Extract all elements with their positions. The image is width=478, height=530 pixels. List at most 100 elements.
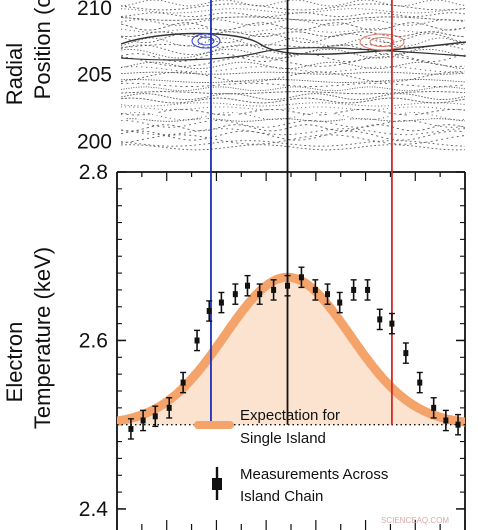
orbit-trace <box>121 33 466 44</box>
measurement-point <box>350 279 357 301</box>
orbit-trace <box>121 44 466 48</box>
top-ytick-label: 210 <box>77 0 112 20</box>
poincare-panel: Radial Position (c 210 205 200 <box>2 0 466 153</box>
point-marker <box>431 404 437 411</box>
point-marker <box>325 291 331 298</box>
measurement-point <box>244 274 251 297</box>
expectation-line <box>117 272 465 427</box>
temperature-panel: 2.8 2.6 2.4 Electron Temperature (keV) Exp… <box>2 0 466 530</box>
point-marker <box>218 299 224 306</box>
measurement-point <box>180 371 187 394</box>
blue-island-contours <box>191 33 221 49</box>
orbit-trace <box>121 0 466 7</box>
measurement-point <box>218 291 225 314</box>
point-marker <box>443 417 449 424</box>
watermark: SCIENCEAQ.COM <box>381 516 449 525</box>
orbit-trace <box>121 140 466 147</box>
orbit-gap <box>201 117 206 121</box>
legend-measurement-symbol <box>212 467 222 500</box>
red-island-contours <box>359 33 405 51</box>
orbit-gap <box>361 115 366 119</box>
top-yaxis-ticks: 210 205 200 <box>77 0 112 153</box>
point-marker <box>206 307 212 314</box>
point-marker <box>365 286 371 293</box>
orbit-trace <box>121 86 466 92</box>
measurement-point <box>442 409 449 432</box>
point-marker <box>180 379 186 386</box>
point-marker <box>298 274 304 281</box>
ytick-label: 2.6 <box>79 329 108 352</box>
measurement-point <box>336 291 343 314</box>
legend-expectation-line1: Expectation for <box>240 407 340 424</box>
ytick-label: 2.4 <box>79 498 109 521</box>
measurement-point <box>270 279 277 301</box>
orbit-trace <box>121 12 466 18</box>
orbit-trace <box>121 118 466 122</box>
top-ylabel-line1: Radial <box>2 43 27 105</box>
orbit-trace <box>121 66 466 73</box>
measurement-point <box>430 397 437 419</box>
point-marker <box>351 286 357 293</box>
legend-measurement-line1: Measurements Across <box>240 466 388 483</box>
orbit-trace <box>121 124 466 132</box>
orbit-gap <box>233 112 238 116</box>
orbit-gap <box>169 114 174 118</box>
measurement-point <box>402 342 409 364</box>
top-ytick-label: 205 <box>77 64 112 87</box>
orbit-gap <box>249 116 254 120</box>
measurement-point <box>206 300 213 322</box>
point-marker <box>389 320 395 327</box>
orbit-trace <box>121 144 466 151</box>
orbit-trace <box>121 128 466 136</box>
measurement-point <box>324 283 331 305</box>
orbit-gap <box>313 113 318 117</box>
point-marker <box>312 286 318 293</box>
orbit-gap <box>217 115 222 119</box>
orbit-trace <box>121 82 466 87</box>
measurement-point <box>127 418 134 440</box>
top-ytick-label: 200 <box>77 130 112 153</box>
point-marker <box>152 413 158 420</box>
point-marker <box>140 417 146 424</box>
measurement-point <box>152 405 159 428</box>
point-marker <box>128 425 134 432</box>
expectation-fill <box>117 277 465 425</box>
orbit-trace <box>121 97 466 104</box>
measurement-point <box>416 371 423 394</box>
measurement-points <box>127 266 462 440</box>
expectation-curve <box>117 272 465 427</box>
orbit-trace <box>121 56 466 67</box>
point-marker <box>417 379 423 386</box>
orbit-trace <box>121 19 466 26</box>
measurement-point <box>455 413 462 436</box>
orbit-trace <box>121 53 466 63</box>
point-marker <box>377 316 383 323</box>
island-marker-lines <box>210 0 393 425</box>
measurement-point <box>312 279 319 301</box>
orbit-gap <box>153 112 158 116</box>
orbit-trace <box>121 31 466 38</box>
measurement-point <box>376 308 383 331</box>
orbit-trace <box>121 22 466 31</box>
orbit-trace <box>121 130 466 141</box>
orbit-trace <box>121 93 466 101</box>
orbit-trace <box>121 108 466 116</box>
orbit-gap <box>281 113 286 117</box>
legend-measurement-line2: Island Chain <box>240 488 323 505</box>
orbit-gap <box>121 117 126 121</box>
minor-ticks <box>117 188 465 510</box>
orbit-gap <box>265 113 270 117</box>
orbit-gap <box>409 113 414 117</box>
measurement-point <box>298 266 305 289</box>
orbit-gap <box>329 112 334 116</box>
orbit-trace <box>121 102 466 107</box>
measurement-point <box>364 279 371 301</box>
orbit-trace <box>121 16 465 21</box>
orbit-gap <box>425 115 430 119</box>
point-marker <box>403 350 409 357</box>
orbit-trace <box>121 79 466 83</box>
poincare-orbits <box>121 0 466 151</box>
measurement-point <box>194 329 201 352</box>
measurement-point <box>388 312 395 335</box>
